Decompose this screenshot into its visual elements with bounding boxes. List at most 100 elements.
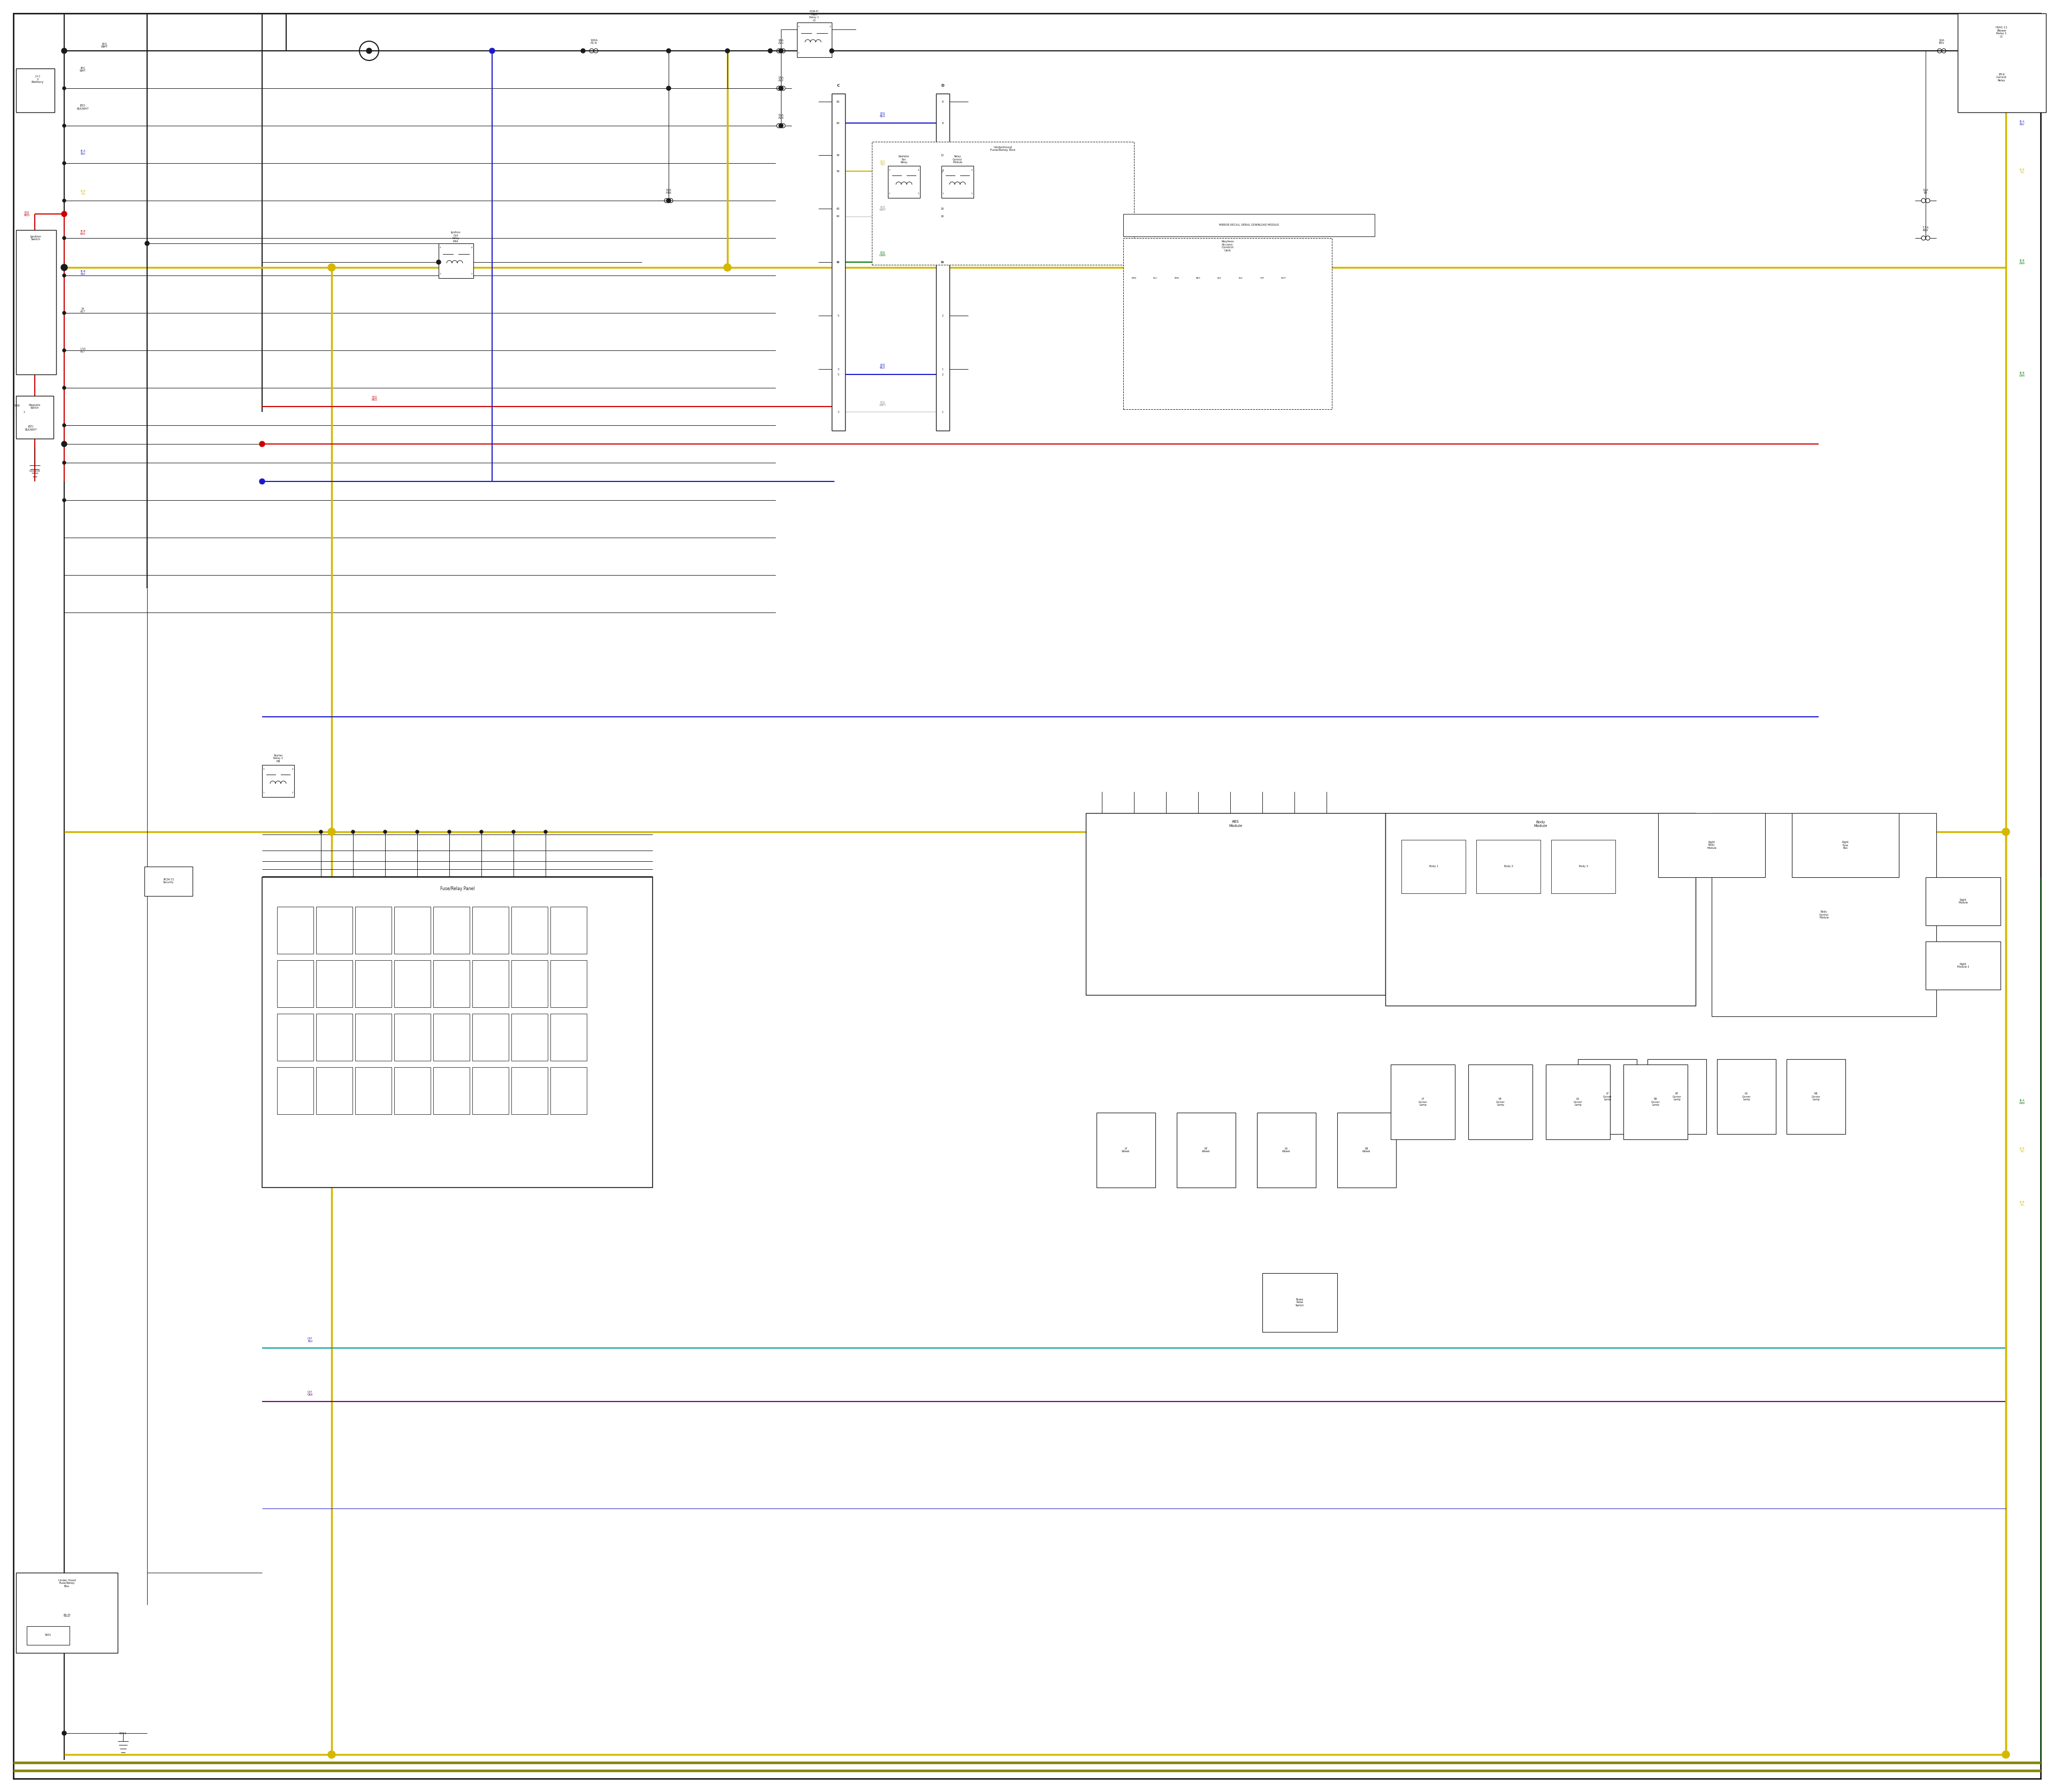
Circle shape xyxy=(62,161,66,165)
Text: C406: C406 xyxy=(14,405,21,407)
Text: Right
Fuse
Box: Right Fuse Box xyxy=(1842,840,1849,849)
Text: Radiator
Fan
Relay: Radiator Fan Relay xyxy=(898,154,910,163)
Text: 60: 60 xyxy=(836,215,840,219)
Text: RF
Wheel: RF Wheel xyxy=(1202,1147,1210,1152)
Bar xyxy=(263,878,653,1188)
Bar xyxy=(511,907,548,953)
Circle shape xyxy=(318,830,322,833)
Text: 59: 59 xyxy=(836,170,840,172)
Text: Body
Module: Body Module xyxy=(1534,821,1547,828)
Text: BRN: BRN xyxy=(1132,278,1136,280)
Bar xyxy=(277,1068,314,1115)
Text: GRY: GRY xyxy=(1259,278,1265,280)
Text: IE-B
YEL: IE-B YEL xyxy=(2019,1147,2025,1152)
Text: 1.5A
A17: 1.5A A17 xyxy=(80,348,86,353)
Text: LF
Wheel: LF Wheel xyxy=(1121,1147,1130,1152)
Bar xyxy=(1711,814,1937,1016)
Bar xyxy=(1547,1064,1610,1140)
Text: Underhood
Fuse/Relay Box: Underhood Fuse/Relay Box xyxy=(990,145,1015,152)
Bar xyxy=(16,407,33,418)
Text: Body 1: Body 1 xyxy=(1430,866,1438,867)
Bar xyxy=(550,1068,587,1115)
Bar xyxy=(394,1014,431,1061)
Text: BT-6
Current
Relay: BT-6 Current Relay xyxy=(1996,73,2007,82)
Text: Ignition
Switch: Ignition Switch xyxy=(31,235,41,240)
Text: 10A
A29: 10A A29 xyxy=(778,113,785,120)
Text: BLK: BLK xyxy=(1239,278,1243,280)
Text: IE-A
BLU: IE-A BLU xyxy=(80,149,86,156)
Circle shape xyxy=(146,242,150,246)
Bar xyxy=(16,396,53,439)
Text: S001: S001 xyxy=(119,1731,127,1735)
Bar xyxy=(316,961,353,1007)
Circle shape xyxy=(415,830,419,833)
Bar xyxy=(263,765,294,797)
Bar xyxy=(316,1068,353,1115)
Text: IE-A
BLU: IE-A BLU xyxy=(2019,120,2025,125)
Text: 26: 26 xyxy=(941,208,945,210)
Bar xyxy=(277,907,314,953)
Bar xyxy=(1957,13,2046,113)
Text: 16A
A21: 16A A21 xyxy=(778,39,785,45)
Text: PGM-FI
Main
Relay 1
L5: PGM-FI Main Relay 1 L5 xyxy=(809,11,820,22)
Circle shape xyxy=(665,48,672,54)
Circle shape xyxy=(511,830,516,833)
Bar xyxy=(277,1014,314,1061)
Circle shape xyxy=(665,86,672,90)
Text: Body 2: Body 2 xyxy=(1504,866,1514,867)
Text: C47
BLU: C47 BLU xyxy=(308,1337,312,1342)
Bar xyxy=(394,907,431,953)
Bar xyxy=(550,961,587,1007)
Text: Body
Control
Module: Body Control Module xyxy=(1820,910,1828,919)
Circle shape xyxy=(489,48,495,54)
Text: RF
Corner
Lamp: RF Corner Lamp xyxy=(1495,1097,1506,1106)
Text: ELD: ELD xyxy=(64,1615,70,1616)
Bar xyxy=(511,961,548,1007)
Text: LR
Wheel: LR Wheel xyxy=(1282,1147,1290,1152)
Text: IPCM-73
Security: IPCM-73 Security xyxy=(162,878,175,883)
Text: Relay
Control
Module: Relay Control Module xyxy=(953,154,961,163)
Circle shape xyxy=(351,830,355,833)
Bar xyxy=(1477,840,1540,894)
Bar xyxy=(1337,1113,1397,1188)
Text: 2A
A17: 2A A17 xyxy=(80,308,86,314)
Bar xyxy=(472,907,509,953)
Circle shape xyxy=(778,86,783,90)
Bar xyxy=(937,93,949,430)
Text: [EI]
WHT: [EI] WHT xyxy=(101,43,107,48)
Text: [EJ]
GRN: [EJ] GRN xyxy=(879,251,885,256)
Text: 15A
A16: 15A A16 xyxy=(665,188,672,194)
Text: Right
Module: Right Module xyxy=(1957,898,1968,905)
Bar xyxy=(1124,213,1374,237)
Text: RF
Corner
Lamp: RF Corner Lamp xyxy=(1672,1091,1682,1100)
Circle shape xyxy=(778,124,783,127)
Bar xyxy=(1257,1113,1317,1188)
Text: [EJ]
WHT: [EJ] WHT xyxy=(879,206,885,211)
Circle shape xyxy=(62,461,66,464)
Text: LR
Corner
Lamp: LR Corner Lamp xyxy=(1742,1091,1750,1100)
Text: [EJ]
BLU: [EJ] BLU xyxy=(879,113,885,118)
Text: RED: RED xyxy=(1195,278,1200,280)
Text: Ground: Ground xyxy=(29,470,41,471)
Text: MIRROR RECALL SERIAL DOWNLOAD MODULE: MIRROR RECALL SERIAL DOWNLOAD MODULE xyxy=(1218,224,1280,226)
Circle shape xyxy=(259,441,265,446)
Text: Magnetic
Switch: Magnetic Switch xyxy=(29,403,41,409)
Circle shape xyxy=(62,124,66,127)
Bar xyxy=(511,1014,548,1061)
Circle shape xyxy=(768,48,772,54)
Bar xyxy=(1791,814,1898,878)
Bar xyxy=(433,1068,470,1115)
Text: 19: 19 xyxy=(941,262,945,263)
Circle shape xyxy=(544,830,546,833)
Text: [EE]
BLK/WHT: [EE] BLK/WHT xyxy=(25,425,37,430)
Bar xyxy=(1401,840,1467,894)
Text: HVAC-11
Blower
Relay 1
L1: HVAC-11 Blower Relay 1 L1 xyxy=(1996,27,2007,38)
Text: Body 3: Body 3 xyxy=(1580,866,1588,867)
Circle shape xyxy=(62,48,68,54)
Text: [EJ]
RED: [EJ] RED xyxy=(25,211,31,217)
Bar xyxy=(1658,814,1764,878)
Text: [EJ]
YEL: [EJ] YEL xyxy=(879,159,885,167)
Text: [EE]
BLK/WHT: [EE] BLK/WHT xyxy=(76,104,88,109)
Circle shape xyxy=(62,423,66,426)
Circle shape xyxy=(329,263,335,271)
